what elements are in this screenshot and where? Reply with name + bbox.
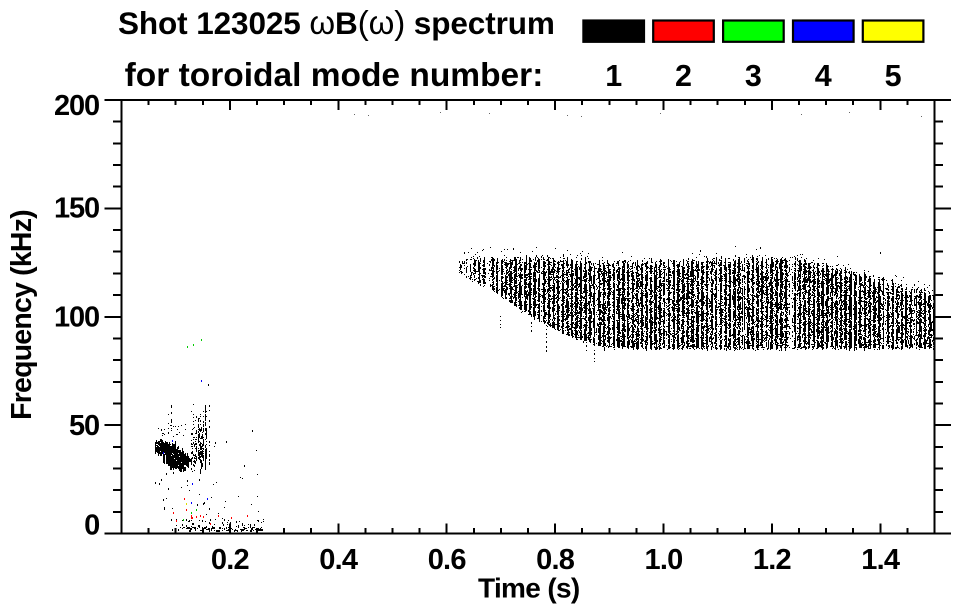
svg-text:200: 200: [54, 90, 99, 122]
svg-text:0.6: 0.6: [428, 544, 467, 576]
svg-text:1.0: 1.0: [645, 544, 683, 576]
svg-text:0.2: 0.2: [211, 544, 249, 576]
svg-text:50: 50: [69, 410, 99, 442]
svg-text:0: 0: [84, 510, 99, 542]
svg-text:5: 5: [885, 59, 902, 93]
svg-text:for toroidal mode number:: for toroidal mode number:: [125, 57, 544, 94]
svg-text:1.2: 1.2: [753, 544, 791, 576]
svg-text:0.8: 0.8: [536, 544, 575, 576]
svg-text:150: 150: [54, 192, 99, 224]
svg-text:3: 3: [745, 59, 762, 93]
svg-text:2: 2: [675, 59, 692, 93]
svg-text:100: 100: [54, 301, 99, 333]
svg-text:1.4: 1.4: [861, 544, 900, 576]
svg-text:Frequency (kHz): Frequency (kHz): [6, 210, 38, 420]
svg-text:1: 1: [605, 59, 622, 93]
svg-text:Shot 123025 ωB(ω) spectrum: Shot 123025 ωB(ω) spectrum: [118, 4, 555, 41]
svg-text:Time (s): Time (s): [478, 572, 580, 603]
svg-text:0.4: 0.4: [319, 544, 358, 576]
svg-text:4: 4: [815, 59, 832, 93]
